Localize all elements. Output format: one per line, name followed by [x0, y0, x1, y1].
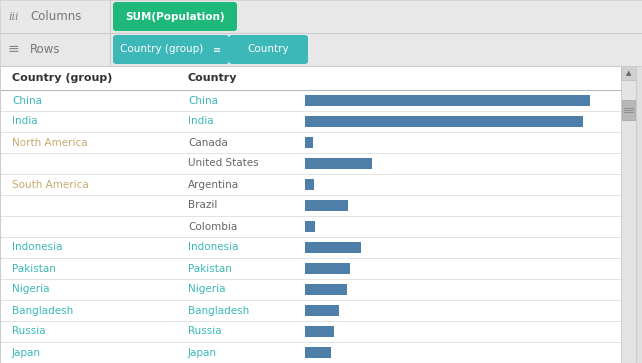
- Text: Nigeria: Nigeria: [12, 285, 49, 294]
- Bar: [305, 179, 314, 190]
- Text: iii: iii: [8, 12, 19, 21]
- Bar: [305, 158, 372, 169]
- Text: SUM(Population): SUM(Population): [125, 12, 225, 21]
- Text: Nigeria: Nigeria: [188, 285, 225, 294]
- Text: China: China: [188, 95, 218, 106]
- Bar: [305, 116, 583, 127]
- Bar: [621, 66, 636, 363]
- Bar: [305, 242, 361, 253]
- Text: Canada: Canada: [188, 138, 228, 147]
- Text: Indonesia: Indonesia: [12, 242, 62, 253]
- Text: Country (group): Country (group): [121, 45, 204, 54]
- Text: Russia: Russia: [12, 326, 46, 337]
- Text: United States: United States: [188, 159, 259, 168]
- Text: ≡: ≡: [8, 42, 20, 57]
- Bar: [305, 347, 331, 358]
- FancyBboxPatch shape: [113, 35, 229, 64]
- Text: Argentina: Argentina: [188, 179, 239, 189]
- Text: ≡: ≡: [213, 45, 221, 54]
- Text: ▲: ▲: [626, 70, 631, 76]
- Text: Brazil: Brazil: [188, 200, 218, 211]
- Text: Japan: Japan: [12, 347, 41, 358]
- Text: North America: North America: [12, 138, 87, 147]
- Bar: [305, 200, 349, 211]
- Text: China: China: [12, 95, 42, 106]
- Text: Country: Country: [248, 45, 290, 54]
- Bar: [305, 326, 334, 337]
- Bar: [0, 66, 636, 363]
- Text: Pakistan: Pakistan: [12, 264, 56, 273]
- Bar: [305, 305, 338, 316]
- Text: Bangladesh: Bangladesh: [12, 306, 73, 315]
- Text: India: India: [12, 117, 38, 126]
- Bar: [0, 0, 642, 33]
- Bar: [621, 66, 636, 80]
- Text: Rows: Rows: [30, 43, 60, 56]
- Bar: [622, 100, 635, 120]
- Text: Pakistan: Pakistan: [188, 264, 232, 273]
- Text: Country: Country: [188, 73, 238, 83]
- Bar: [305, 284, 347, 295]
- Text: Country (group): Country (group): [12, 73, 112, 83]
- Bar: [305, 263, 350, 274]
- Text: Russia: Russia: [188, 326, 221, 337]
- Bar: [305, 137, 313, 148]
- Text: South America: South America: [12, 179, 89, 189]
- Text: India: India: [188, 117, 214, 126]
- FancyBboxPatch shape: [113, 2, 237, 31]
- Bar: [0, 33, 642, 66]
- Text: Japan: Japan: [188, 347, 217, 358]
- Text: Columns: Columns: [30, 10, 82, 23]
- Text: Bangladesh: Bangladesh: [188, 306, 249, 315]
- Bar: [305, 95, 590, 106]
- Bar: [621, 66, 642, 363]
- Text: Colombia: Colombia: [188, 221, 238, 232]
- FancyBboxPatch shape: [229, 35, 308, 64]
- Bar: [0, 66, 621, 363]
- Bar: [305, 221, 315, 232]
- Text: Indonesia: Indonesia: [188, 242, 238, 253]
